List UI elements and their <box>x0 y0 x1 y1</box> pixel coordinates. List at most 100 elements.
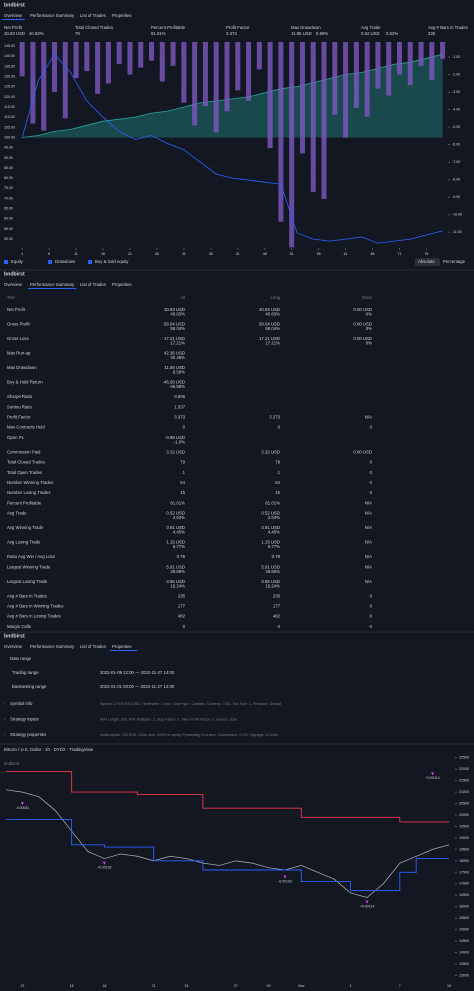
x-tick-label: 66 <box>371 252 375 256</box>
cell: 0 <box>370 460 373 465</box>
cell: 40.83 USD <box>259 307 280 312</box>
row-title: Commission Paid <box>7 449 41 454</box>
cell: 40.83% <box>265 312 280 317</box>
cell: -1.0% <box>174 439 185 444</box>
metric-sub: 9.59% <box>316 31 328 36</box>
tab[interactable]: List of Trades <box>80 13 106 18</box>
metric-label: Net Profit <box>4 25 23 30</box>
x-tick-label: 31 <box>182 252 186 256</box>
cell: N/A <box>365 540 372 545</box>
drawdown-bar <box>364 42 370 117</box>
x-tick-label: 21 <box>152 984 156 988</box>
cell: -0.98 USD <box>165 435 185 440</box>
row-title: Number Winning Trades <box>7 480 53 485</box>
tab[interactable]: Properties <box>112 644 132 649</box>
y-tick-label: 70.00 <box>4 196 13 200</box>
tab[interactable]: Properties <box>112 282 132 287</box>
drawdown-bar <box>429 42 435 80</box>
tab[interactable]: Overview <box>4 282 23 287</box>
cell: 0.00 USD <box>353 307 372 312</box>
drawdown-bar <box>440 42 446 59</box>
row-title: Buy & Hold Return <box>7 380 43 385</box>
y-tick-label: 14500 <box>459 939 469 943</box>
y-tick-label: 55.00 <box>4 227 13 231</box>
group-label[interactable]: Strategy inputs <box>10 717 39 722</box>
tab[interactable]: List of Trades <box>80 644 106 649</box>
equity-area <box>22 54 443 138</box>
cell: N/A <box>365 500 372 505</box>
legend-entry[interactable]: Buy & hold equity <box>95 259 129 264</box>
cell: 28.66% <box>170 569 185 574</box>
row-title: Gross Profit <box>7 322 30 327</box>
tab[interactable]: Performance Summary <box>30 13 75 18</box>
drawdown-bar <box>192 42 198 126</box>
drawdown-bar <box>332 42 338 115</box>
legend-checkbox[interactable] <box>88 260 92 264</box>
y2-tick-label: -7.00 <box>452 160 460 164</box>
metric-value: 3.373 <box>226 31 237 36</box>
metric-value: 40.83 USD <box>4 31 25 36</box>
cell: 17.21 USD <box>259 336 280 341</box>
y2-tick-label: -8.00 <box>452 178 460 182</box>
cell: 235 <box>178 593 186 598</box>
y2-tick-label: -9.00 <box>452 195 460 199</box>
drawdown-bar <box>73 42 79 79</box>
x-tick-label: 41 <box>236 252 240 256</box>
metric-sub: 40.83% <box>29 31 44 36</box>
trade-arrow <box>283 875 287 879</box>
tab[interactable]: Properties <box>112 13 132 18</box>
drawdown-bar <box>256 42 262 70</box>
y-tick-label: 19500 <box>459 824 469 828</box>
tab-underline <box>110 650 138 651</box>
legend-entry[interactable]: Equity <box>11 259 24 264</box>
x-tick-label: 6 <box>48 252 50 256</box>
drawdown-bar <box>246 42 252 101</box>
tab[interactable]: List of Trades <box>80 282 106 287</box>
tab[interactable]: Performance Summary <box>30 282 75 287</box>
row-title: Number Losing Trades <box>7 490 50 495</box>
x-tick-label: 16 <box>70 984 74 988</box>
metric-label: Percent Profitable <box>151 25 186 30</box>
scale-button[interactable]: Absolute <box>418 259 435 264</box>
row-title: Max Drawdown <box>7 365 37 370</box>
cell: -46.58% <box>169 384 185 389</box>
tab[interactable]: Overview <box>4 13 23 18</box>
cell: 0.91 USD <box>261 525 280 530</box>
tab[interactable]: Overview <box>4 644 23 649</box>
x-tick-label: 10 <box>447 984 451 988</box>
y-tick-label: 110.00 <box>4 115 15 119</box>
y-tick-label: 20500 <box>459 802 469 806</box>
metric-value: 79 <box>75 31 80 36</box>
cell: 79 <box>275 460 280 465</box>
cell: 5.77% <box>173 544 185 549</box>
cell: N/A <box>365 415 372 420</box>
row-title: Percent Profitable <box>7 500 42 505</box>
row-title: Max Contracts Held <box>7 425 45 430</box>
legend-checkbox[interactable] <box>48 260 52 264</box>
y2-tick-label: -3.00 <box>452 90 460 94</box>
row-title: Ratio Avg Win / Avg Loss <box>7 554 55 559</box>
drawdown-bar <box>310 42 316 192</box>
cell: 17.21% <box>265 341 280 346</box>
drawdown-bar <box>95 42 101 94</box>
cell: 5.91 USD <box>166 564 185 569</box>
row-title: Sharpe Ratio <box>7 394 33 399</box>
tab[interactable]: Performance Summary <box>30 644 75 649</box>
legend-checkbox[interactable] <box>4 260 8 264</box>
group-label[interactable]: Strategy properties <box>10 732 46 737</box>
drawdown-bar <box>170 42 176 66</box>
indicator-line <box>6 819 449 892</box>
x-tick-label: 1 <box>21 252 23 256</box>
column-header: All <box>180 295 185 300</box>
buy-hold-line <box>21 53 443 244</box>
trade-arrow <box>20 802 24 806</box>
y-tick-label: 13000 <box>459 973 469 977</box>
scale-button[interactable]: Percentage <box>443 259 466 264</box>
trade-arrow <box>102 861 106 865</box>
legend-entry[interactable]: Drawdown <box>55 259 76 264</box>
equity-line <box>22 53 443 138</box>
group-label[interactable]: Symbol info <box>10 701 33 706</box>
y-tick-label: 16000 <box>459 905 469 909</box>
y-tick-label: 80.00 <box>4 176 13 180</box>
metric-label: Max Drawdown <box>291 25 321 30</box>
